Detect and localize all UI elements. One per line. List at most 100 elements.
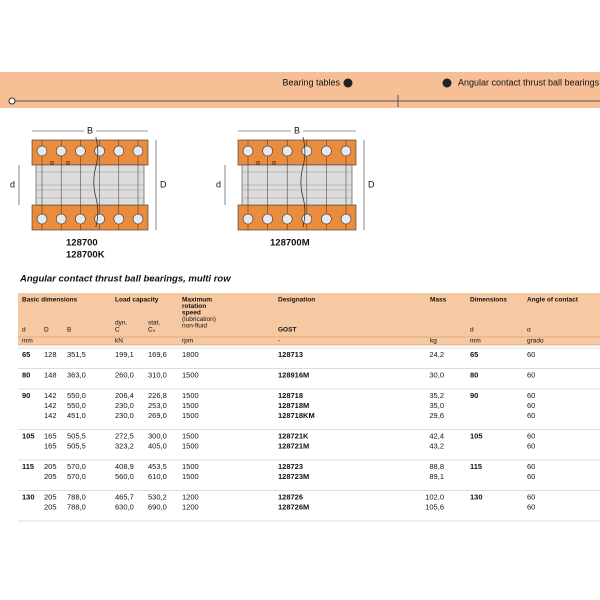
- ball: [132, 145, 144, 157]
- cell: 148: [44, 370, 57, 379]
- ball: [36, 213, 48, 225]
- cell: 128721K: [278, 431, 309, 440]
- nav-link[interactable]: Bearing tables: [282, 77, 340, 87]
- column-header: Dimensions: [470, 297, 507, 304]
- cell: 30,0: [429, 370, 444, 379]
- cell-d: 105: [22, 431, 35, 440]
- cell: 351,5: [67, 350, 86, 359]
- column-header: (lubrication): [182, 316, 216, 323]
- cell: 60: [527, 370, 535, 379]
- cell: 1500: [182, 411, 199, 420]
- angle-label: α: [256, 160, 260, 167]
- break: [93, 136, 99, 228]
- bullet: [442, 78, 452, 88]
- cell: 165: [44, 441, 57, 450]
- cell: 142: [44, 391, 57, 400]
- cell: 323,2: [115, 441, 134, 450]
- dim-label: d: [10, 179, 15, 189]
- unit: rpm: [182, 338, 193, 345]
- sub-header: C: [115, 327, 120, 334]
- cell: 42,4: [429, 431, 444, 440]
- cell: 1200: [182, 502, 199, 511]
- cell: 1200: [182, 492, 199, 501]
- cell: 260,0: [115, 370, 134, 379]
- cell: 300,0: [148, 431, 167, 440]
- cell: 630,0: [115, 502, 134, 511]
- bearing-bottom: [31, 204, 149, 231]
- cell: 43,2: [429, 441, 444, 450]
- cell: 205: [44, 502, 57, 511]
- ball: [262, 213, 273, 225]
- column-header: Designation: [278, 297, 315, 304]
- ball: [55, 213, 67, 225]
- ball: [321, 145, 332, 157]
- cell: 128718KM: [278, 411, 315, 420]
- cell: 24,2: [429, 350, 444, 359]
- unit: -: [278, 338, 280, 345]
- unit: kN: [115, 338, 123, 345]
- cell: 60: [527, 502, 535, 511]
- cell: 1500: [182, 441, 199, 450]
- column-header: Basic dimensions: [22, 297, 78, 304]
- column-label: d: [470, 327, 474, 334]
- cell: 205: [44, 492, 57, 501]
- cell: 60: [527, 411, 535, 420]
- nav-link[interactable]: Angular contact thrust ball bearings: [458, 77, 600, 87]
- cell: 128721M: [278, 441, 309, 450]
- cell: 205: [44, 462, 57, 471]
- cell: 88,8: [429, 462, 444, 471]
- cell-d: 90: [22, 391, 30, 400]
- column-label: α: [527, 327, 531, 334]
- cell: 105,6: [425, 502, 444, 511]
- cell: 165: [44, 431, 57, 440]
- bearing-top: [237, 139, 357, 166]
- cell: 102,0: [425, 492, 444, 501]
- cell: 206,4: [115, 391, 134, 400]
- column-header: Load capacity: [115, 297, 159, 304]
- cell: 505,5: [67, 431, 86, 440]
- cell: 226,8: [148, 391, 167, 400]
- cell: 60: [527, 391, 535, 400]
- dim-label: B: [294, 125, 300, 135]
- cell: 788,0: [67, 492, 86, 501]
- cell: 60: [527, 462, 535, 471]
- ball: [301, 213, 313, 225]
- ball: [321, 213, 332, 225]
- column-label: B: [67, 327, 71, 334]
- cell: 142: [44, 401, 57, 410]
- cell: 505,5: [67, 441, 86, 450]
- cell: 310,0: [148, 370, 167, 379]
- designation: 128700K: [66, 250, 105, 261]
- cell: 560,0: [115, 472, 134, 481]
- ball: [94, 213, 105, 225]
- angle-label: α: [50, 160, 54, 167]
- cell: 1500: [182, 472, 199, 481]
- sub-header: stat.: [148, 320, 160, 327]
- cell: 1500: [182, 462, 199, 471]
- ball: [94, 145, 105, 157]
- cell: 128726: [278, 492, 303, 501]
- cell-d: 115: [22, 462, 34, 471]
- ball: [301, 145, 313, 157]
- bearing-top: [31, 139, 149, 166]
- cell: 788,0: [67, 502, 86, 511]
- break: [300, 136, 306, 228]
- cell: 465,7: [115, 492, 134, 501]
- column-header: Mass: [430, 297, 447, 304]
- cell: 169,6: [148, 350, 167, 359]
- cell: 253,0: [148, 401, 167, 410]
- cell: 550,0: [67, 391, 86, 400]
- cell: 142: [44, 411, 57, 420]
- cell: 230,0: [115, 401, 134, 410]
- cell: 89,1: [429, 472, 444, 481]
- cell: 60: [527, 431, 535, 440]
- nav-start: [8, 97, 16, 105]
- cell: 128713: [278, 350, 303, 359]
- unit: grado: [527, 338, 544, 345]
- ball: [113, 213, 125, 225]
- cell: 128: [44, 350, 57, 359]
- cell-dim: 65: [470, 350, 478, 359]
- cell-dim: 80: [470, 370, 478, 379]
- column-header: non-fluid: [182, 323, 207, 330]
